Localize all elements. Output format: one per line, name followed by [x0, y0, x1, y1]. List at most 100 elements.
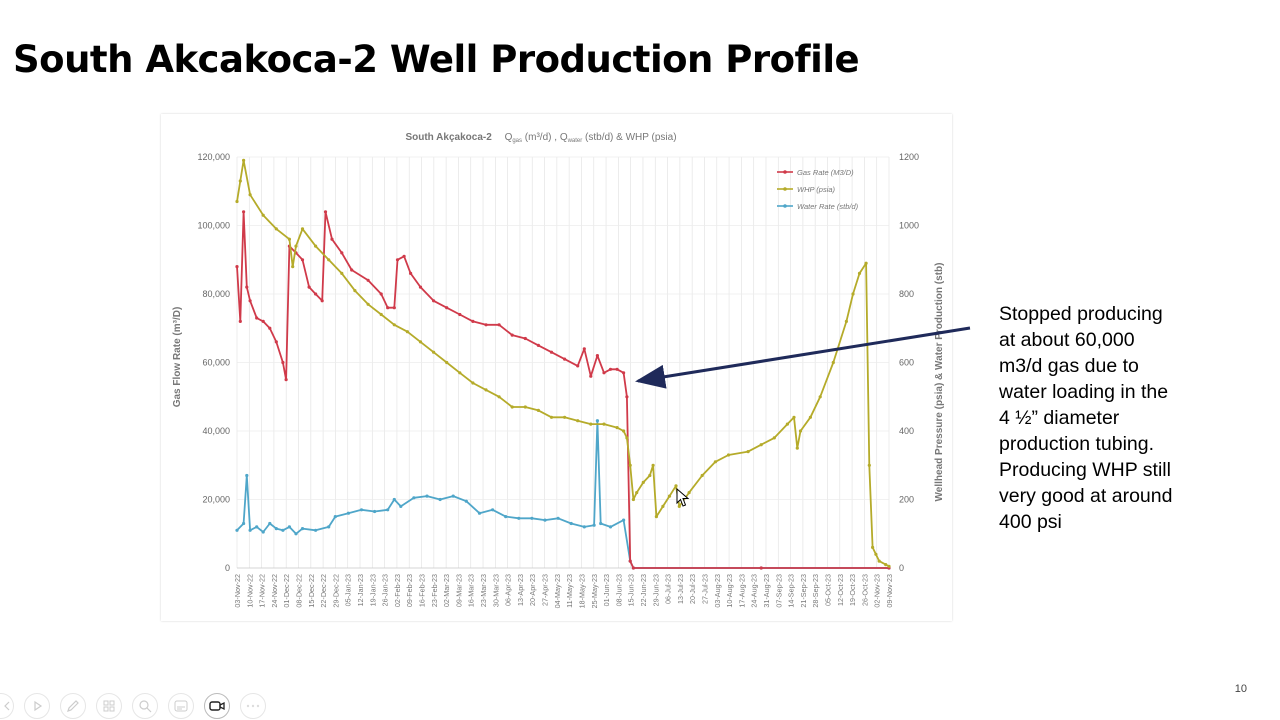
- legend-marker: [783, 204, 787, 208]
- data-point: [713, 460, 718, 464]
- data-point: [399, 504, 403, 508]
- data-point: [471, 381, 475, 385]
- data-point: [667, 494, 672, 498]
- data-point: [412, 496, 416, 500]
- x-tick-label: 21-Sep-23: [799, 574, 808, 608]
- annotation-line: very good at around: [999, 485, 1173, 507]
- data-point: [622, 429, 626, 433]
- x-tick-label: 24-Nov-22: [270, 574, 279, 608]
- x-tick-label: 22-Dec-22: [319, 574, 328, 608]
- data-point: [281, 528, 285, 532]
- x-tick-label: 10-Nov-22: [245, 574, 254, 608]
- data-point: [392, 323, 396, 327]
- y-right-tick-label: 1200: [899, 152, 919, 162]
- x-tick-label: 03-Aug-23: [713, 574, 722, 608]
- annotation-line: water loading in the: [999, 381, 1169, 403]
- data-point: [622, 518, 626, 522]
- data-point: [576, 364, 580, 368]
- subtitles-icon[interactable]: [168, 693, 194, 719]
- x-tick-label: 24-Aug-23: [750, 574, 759, 608]
- prev-icon[interactable]: [0, 693, 14, 719]
- data-point: [458, 312, 462, 317]
- data-point: [418, 285, 423, 289]
- data-point: [867, 463, 871, 467]
- legend-marker: [783, 170, 787, 174]
- x-tick-label: 01-Dec-22: [282, 574, 291, 608]
- data-point: [851, 292, 855, 296]
- x-tick-label: 06-Apr-23: [504, 574, 513, 606]
- data-point: [395, 258, 400, 262]
- data-point: [759, 443, 763, 447]
- data-point: [327, 258, 331, 262]
- data-point: [795, 446, 799, 450]
- data-point: [772, 436, 776, 440]
- x-tick-label: 05-Jan-23: [344, 574, 353, 606]
- camera-icon[interactable]: [204, 693, 230, 719]
- data-point: [556, 516, 560, 520]
- series-2: [235, 419, 891, 570]
- data-point: [602, 371, 606, 375]
- x-tick-label: 15-Dec-22: [307, 574, 316, 608]
- data-point: [831, 360, 835, 365]
- x-tick-label: 14-Sep-23: [787, 574, 796, 608]
- x-tick-label: 08-Jun-23: [614, 574, 623, 606]
- y-right-tick-label: 0: [899, 563, 904, 573]
- data-point: [517, 516, 521, 520]
- data-point: [248, 299, 252, 303]
- annotation-line: m3/d gas due to: [999, 355, 1139, 377]
- data-point: [477, 511, 482, 515]
- series-0: [235, 210, 891, 570]
- data-point: [844, 319, 849, 323]
- data-point: [261, 530, 265, 534]
- data-point: [320, 299, 324, 303]
- y-left-label: Gas Flow Rate (m³/D): [172, 307, 183, 408]
- annotation-line: Producing WHP still: [999, 459, 1171, 481]
- pen-icon[interactable]: [60, 693, 86, 719]
- data-point: [314, 292, 318, 296]
- x-tick-label: 16-Mar-23: [467, 574, 476, 607]
- data-point: [346, 511, 350, 515]
- data-point: [242, 210, 246, 214]
- data-point: [792, 415, 796, 419]
- x-tick-label: 09-Feb-23: [405, 574, 414, 607]
- y-right-tick-label: 1000: [899, 221, 919, 231]
- data-point: [491, 508, 495, 512]
- data-point: [235, 265, 239, 269]
- grid-layer: [236, 156, 890, 569]
- data-point: [628, 463, 632, 467]
- data-point: [386, 508, 390, 512]
- mouse-cursor-icon: [676, 488, 690, 507]
- data-point: [631, 497, 635, 502]
- zoom-icon[interactable]: [132, 693, 158, 719]
- data-point: [432, 350, 436, 354]
- chart-title: South Akçakoca-2 Qgas (m³/d) , Qwater (s…: [405, 132, 676, 144]
- data-point: [281, 360, 285, 365]
- series-line: [236, 159, 890, 568]
- play-icon[interactable]: [24, 693, 50, 719]
- axis-labels: 03-Nov-22 10-Nov-22 17-Nov-22 24-Nov-22 01-D…: [197, 152, 919, 608]
- x-tick-label: 29-Jun-23: [651, 574, 660, 606]
- data-point: [651, 463, 655, 467]
- data-point: [300, 258, 305, 262]
- data-point: [373, 509, 377, 514]
- x-tick-label: 12-Jan-23: [356, 574, 365, 606]
- x-tick-label: 05-Oct-23: [823, 574, 832, 606]
- data-point: [785, 422, 790, 426]
- data-point: [245, 285, 249, 289]
- grid-icon[interactable]: [96, 693, 122, 719]
- data-point: [438, 497, 442, 502]
- x-tick-label: 31-Aug-23: [762, 574, 771, 608]
- data-point: [405, 330, 409, 334]
- data-point: [248, 193, 252, 197]
- x-tick-label: 16-Feb-23: [418, 574, 427, 607]
- more-icon[interactable]: [240, 693, 266, 719]
- page-number: 10: [1234, 683, 1247, 695]
- data-point: [874, 552, 878, 556]
- production-chart: South Akçakoca-2 Qgas (m³/d) , Qwater (s…: [161, 114, 952, 621]
- data-point: [536, 343, 540, 347]
- data-point: [245, 473, 249, 478]
- data-point: [287, 525, 291, 529]
- data-point: [510, 333, 514, 337]
- data-point: [366, 278, 370, 282]
- data-point: [307, 285, 311, 289]
